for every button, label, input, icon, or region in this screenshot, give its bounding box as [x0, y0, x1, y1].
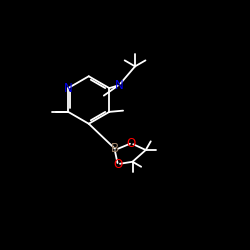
Text: N: N	[114, 78, 123, 92]
Text: O: O	[127, 137, 136, 150]
Text: O: O	[113, 158, 122, 171]
Text: N: N	[64, 82, 72, 94]
Text: B: B	[111, 142, 119, 155]
